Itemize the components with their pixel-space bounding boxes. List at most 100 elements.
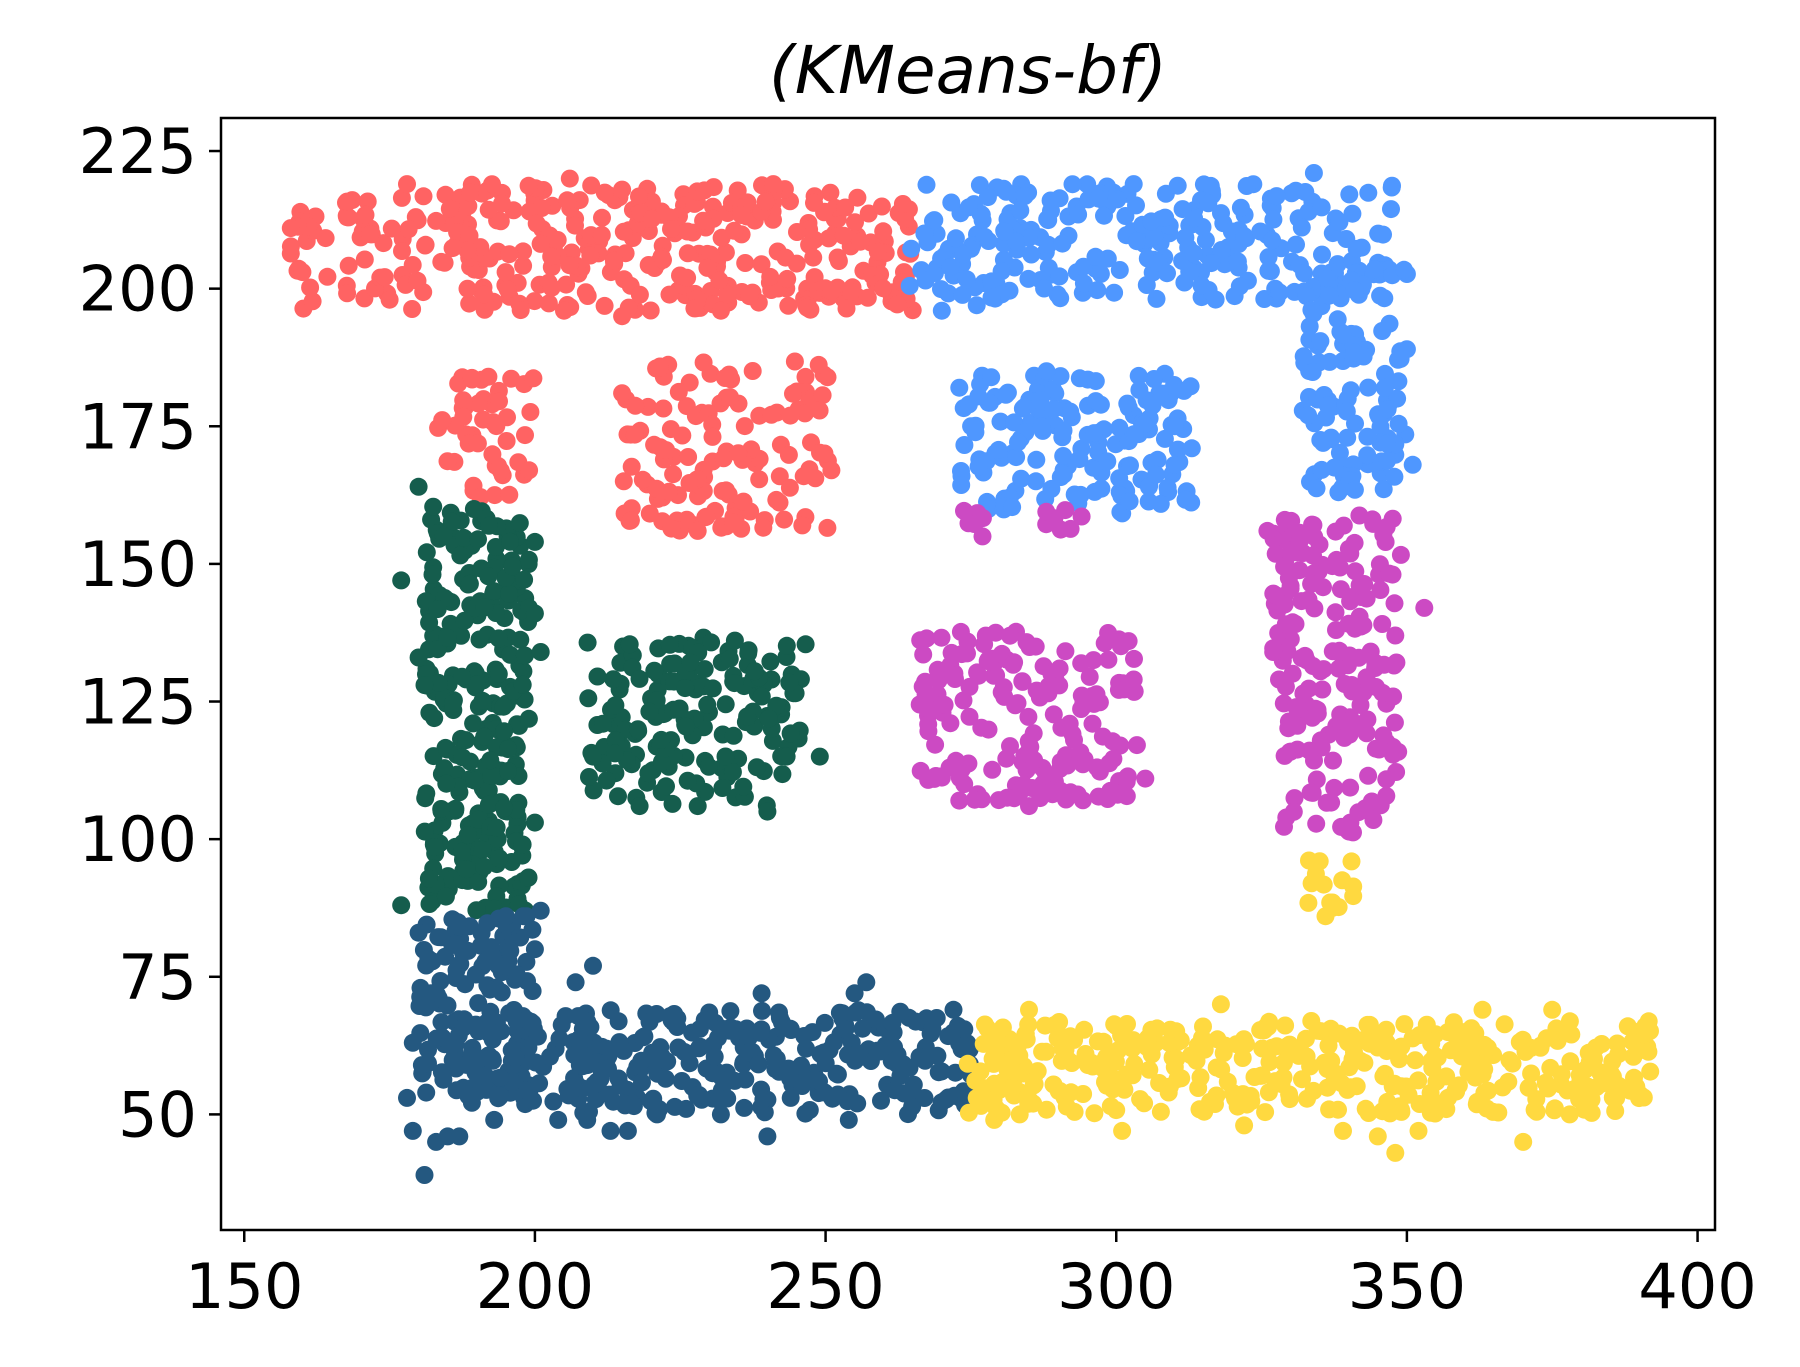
scatter-point-cluster-0 [779,445,798,464]
scatter-point-cluster-4 [640,1012,659,1031]
scatter-point-cluster-1 [1142,212,1161,231]
scatter-point-cluster-2 [1005,789,1024,808]
scatter-point-cluster-4 [600,1085,619,1104]
scatter-point-cluster-4 [584,956,602,975]
scatter-point-cluster-3 [415,676,434,694]
scatter-point-cluster-1 [925,211,944,230]
scatter-point-cluster-1 [1373,322,1392,340]
scatter-point-cluster-4 [946,1063,965,1082]
scatter-point-cluster-0 [662,519,681,538]
scatter-point-cluster-3 [451,546,470,565]
scatter-point-cluster-0 [483,445,502,464]
scatter-point-cluster-0 [613,384,632,403]
scatter-point-cluster-2 [932,628,951,647]
scatter-point-cluster-4 [781,1088,800,1107]
scatter-point-cluster-0 [805,193,823,212]
scatter-point-cluster-1 [1039,235,1058,254]
scatter-point-cluster-1 [916,271,935,290]
scatter-point-cluster-4 [633,1073,651,1092]
scatter-point-cluster-0 [729,444,748,463]
scatter-point-cluster-0 [654,399,673,418]
points-layer [281,164,1660,1184]
scatter-point-cluster-4 [409,923,428,942]
scatter-point-cluster-0 [822,282,841,301]
scatter-point-cluster-1 [1168,176,1187,195]
scatter-point-cluster-0 [525,292,544,311]
scatter-point-cluster-3 [432,800,451,818]
scatter-point-cluster-2 [1373,615,1392,633]
scatter-point-cluster-2 [1362,792,1381,811]
scatter-point-cluster-5 [1140,1060,1159,1079]
scatter-point-cluster-3 [486,538,505,556]
scatter-point-cluster-5 [1272,1075,1291,1094]
scatter-point-cluster-2 [1346,562,1365,581]
scatter-point-cluster-2 [1339,614,1358,633]
scatter-point-cluster-5 [1020,1091,1039,1110]
scatter-point-cluster-3 [639,764,658,783]
scatter-point-cluster-1 [1389,372,1408,391]
scatter-point-cluster-2 [917,629,936,648]
scatter-point-cluster-5 [1477,1099,1496,1118]
scatter-point-cluster-4 [482,938,501,957]
scatter-point-cluster-1 [1050,189,1069,208]
scatter-point-cluster-1 [982,368,1001,387]
scatter-point-cluster-3 [464,714,483,733]
scatter-point-cluster-3 [479,795,498,814]
scatter-point-cluster-1 [1127,232,1146,251]
scatter-point-cluster-0 [316,229,335,248]
scatter-point-cluster-2 [1127,736,1146,755]
scatter-point-cluster-3 [467,901,486,920]
scatter-point-cluster-3 [434,526,453,545]
scatter-point-cluster-5 [1552,1065,1571,1084]
scatter-point-cluster-0 [809,355,828,374]
scatter-point-cluster-3 [500,584,519,603]
scatter-point-cluster-5 [1406,1051,1425,1070]
scatter-point-cluster-4 [770,1003,788,1022]
scatter-point-cluster-0 [851,232,870,251]
scatter-point-cluster-0 [576,283,595,302]
scatter-point-cluster-2 [954,691,973,710]
scatter-point-cluster-2 [1326,522,1345,541]
scatter-point-cluster-3 [609,787,627,806]
scatter-point-cluster-4 [752,984,771,1003]
scatter-point-cluster-3 [628,720,647,739]
scatter-point-cluster-2 [983,760,1002,779]
scatter-point-cluster-2 [1090,762,1109,781]
scatter-point-cluster-3 [489,629,508,648]
scatter-point-cluster-1 [1377,434,1396,453]
scatter-point-cluster-1 [1237,177,1256,195]
scatter-point-cluster-1 [1069,205,1088,224]
scatter-point-cluster-5 [1142,1045,1161,1064]
scatter-point-cluster-0 [581,246,600,265]
scatter-point-cluster-3 [513,675,532,694]
scatter-point-cluster-0 [874,222,893,241]
scatter-point-cluster-3 [490,849,509,868]
scatter-point-cluster-0 [497,432,516,450]
scatter-point-cluster-5 [1095,1051,1114,1070]
scatter-point-cluster-4 [891,1002,910,1021]
scatter-point-cluster-0 [756,192,775,211]
scatter-point-cluster-4 [528,1027,547,1046]
scatter-point-cluster-1 [1235,226,1253,245]
scatter-point-cluster-0 [461,183,479,202]
scatter-point-cluster-0 [622,457,641,476]
scatter-point-cluster-4 [432,1013,451,1032]
scatter-point-cluster-5 [1251,1066,1270,1085]
scatter-point-cluster-0 [355,250,374,269]
scatter-point-cluster-2 [975,635,994,654]
scatter-point-cluster-2 [1386,626,1405,645]
scatter-point-cluster-0 [678,244,697,263]
scatter-point-cluster-2 [1117,772,1136,791]
scatter-point-cluster-0 [479,200,498,219]
scatter-point-cluster-2 [1373,683,1392,702]
scatter-point-cluster-2 [1339,539,1358,558]
scatter-point-cluster-4 [615,1094,633,1113]
scatter-point-cluster-4 [690,1019,709,1038]
scatter-point-cluster-3 [473,840,492,859]
scatter-point-cluster-0 [318,267,337,286]
scatter-point-cluster-3 [758,802,777,821]
scatter-point-cluster-0 [785,352,804,371]
scatter-point-cluster-5 [1342,852,1361,871]
scatter-point-cluster-0 [566,216,584,235]
scatter-point-cluster-4 [618,1121,637,1140]
